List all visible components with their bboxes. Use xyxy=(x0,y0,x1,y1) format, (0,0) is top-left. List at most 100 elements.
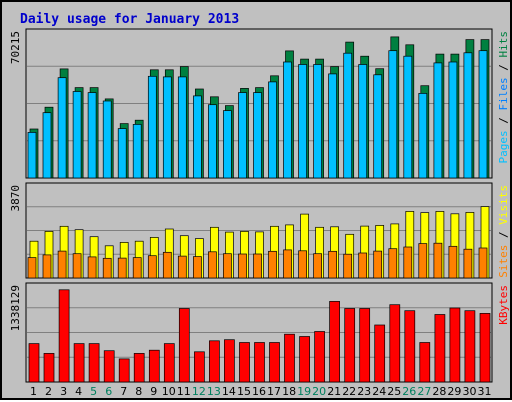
x-tick-label-22: 22 xyxy=(342,385,356,398)
kbytes-bar-kbytes-16 xyxy=(254,342,265,383)
hits-bar-files-6 xyxy=(102,100,112,179)
x-tick-label-15: 15 xyxy=(237,385,251,398)
kbytes-bar-kbytes-3 xyxy=(58,289,70,383)
hits-bar-files-28 xyxy=(433,62,443,179)
visits-legend: Sites / Visits xyxy=(497,185,510,278)
hits-bar-files-26 xyxy=(403,55,413,179)
kbytes-bar-kbytes-1 xyxy=(28,343,40,383)
x-tick-label-21: 21 xyxy=(327,385,341,398)
kbytes-bar-kbytes-13 xyxy=(209,340,220,383)
hits-bar-files-3 xyxy=(57,77,67,179)
kbytes-max-label: 1338129 xyxy=(9,285,22,331)
kbytes-bar-kbytes-4 xyxy=(73,343,85,383)
visits-legend-sites: Sites xyxy=(497,245,510,278)
x-tick-label-26: 26 xyxy=(402,385,416,398)
x-tick-label-1: 1 xyxy=(30,385,37,398)
x-tick-label-29: 29 xyxy=(447,385,461,398)
kbytes-bar-kbytes-6 xyxy=(103,350,115,383)
x-tick-label-28: 28 xyxy=(432,385,446,398)
visits-max-label: 3870 xyxy=(9,185,22,212)
visits-bar-sites-9 xyxy=(147,255,157,279)
hits-bar-files-24 xyxy=(373,74,383,179)
hits-bar-files-10 xyxy=(162,76,172,179)
kbytes-bar-kbytes-18 xyxy=(284,333,295,383)
x-tick-label-5: 5 xyxy=(90,385,97,398)
x-tick-label-24: 24 xyxy=(372,385,386,398)
x-tick-label-18: 18 xyxy=(282,385,296,398)
kbytes-legend-kbytes: KBytes xyxy=(497,285,510,325)
hits-bar-files-27 xyxy=(418,93,428,179)
hits-bar-files-19 xyxy=(298,64,307,179)
x-tick-label-27: 27 xyxy=(417,385,431,398)
x-tick-label-12: 12 xyxy=(192,385,206,398)
x-tick-label-4: 4 xyxy=(75,385,82,398)
x-tick-label-9: 9 xyxy=(150,385,157,398)
visits-bar-sites-3 xyxy=(57,250,67,279)
visits-bar-sites-30 xyxy=(463,248,473,279)
visits-bar-sites-11 xyxy=(177,255,187,279)
hits-max-label: 70215 xyxy=(9,31,22,64)
hits-bar-files-12 xyxy=(193,95,202,179)
visits-legend-separator: / xyxy=(497,225,510,245)
x-tick-label-30: 30 xyxy=(463,385,477,398)
x-tick-label-16: 16 xyxy=(252,385,266,398)
kbytes-bar-kbytes-10 xyxy=(163,343,175,383)
hits-bar-files-20 xyxy=(313,64,322,179)
kbytes-bar-kbytes-21 xyxy=(329,301,340,383)
hits-bar-files-18 xyxy=(283,61,292,179)
hits-bar-files-22 xyxy=(343,52,353,179)
x-tick-label-6: 6 xyxy=(105,385,112,398)
kbytes-bar-kbytes-17 xyxy=(269,342,280,383)
visits-bar-sites-26 xyxy=(403,246,413,279)
visits-legend-visits: Visits xyxy=(497,185,510,225)
hits-bar-files-4 xyxy=(72,91,82,179)
hits-bar-files-17 xyxy=(268,81,277,179)
x-tick-label-3: 3 xyxy=(60,385,67,398)
hits-bar-files-15 xyxy=(238,92,247,179)
x-tick-label-14: 14 xyxy=(222,385,236,398)
hits-bar-files-16 xyxy=(253,92,262,179)
visits-bar-sites-14 xyxy=(223,253,232,279)
x-tick-label-2: 2 xyxy=(45,385,52,398)
kbytes-bar-kbytes-23 xyxy=(359,308,371,383)
hits-bar-files-5 xyxy=(87,92,97,179)
hits-legend-separator: / xyxy=(497,58,510,78)
kbytes-bar-kbytes-15 xyxy=(239,342,250,383)
hits-bar-files-1 xyxy=(27,132,37,179)
x-tick-label-23: 23 xyxy=(357,385,371,398)
visits-bar-sites-20 xyxy=(313,253,322,279)
visits-bar-sites-13 xyxy=(208,251,217,279)
kbytes-legend: KBytes xyxy=(497,285,510,325)
visits-bar-sites-21 xyxy=(328,250,337,279)
visits-bar-sites-4 xyxy=(72,253,82,279)
x-tick-label-20: 20 xyxy=(312,385,326,398)
hits-bar-files-25 xyxy=(388,50,398,179)
x-tick-label-13: 13 xyxy=(207,385,221,398)
x-tick-label-25: 25 xyxy=(387,385,401,398)
kbytes-bar-kbytes-24 xyxy=(374,324,386,383)
kbytes-bar-kbytes-20 xyxy=(314,331,325,383)
x-tick-label-8: 8 xyxy=(135,385,142,398)
hits-legend-hits: Hits xyxy=(497,31,510,58)
chart-title: Daily usage for January 2013 xyxy=(20,12,239,27)
visits-bar-sites-24 xyxy=(373,250,383,279)
kbytes-bar-kbytes-9 xyxy=(148,349,160,383)
hits-legend: Pages / Files / Hits xyxy=(497,31,510,164)
hits-legend-pages: Pages xyxy=(497,130,510,163)
kbytes-bar-kbytes-2 xyxy=(43,353,55,383)
kbytes-bar-kbytes-11 xyxy=(178,308,190,383)
visits-bar-sites-18 xyxy=(283,249,292,279)
visits-bar-sites-31 xyxy=(478,247,488,279)
hits-bar-files-13 xyxy=(208,104,217,179)
hits-bar-files-8 xyxy=(132,124,142,179)
hits-bar-files-21 xyxy=(328,73,337,179)
hits-bar-files-9 xyxy=(147,75,157,179)
visits-bar-sites-2 xyxy=(42,254,52,279)
visits-bar-sites-23 xyxy=(358,252,368,279)
hits-bar-files-29 xyxy=(448,61,458,179)
visits-bar-sites-19 xyxy=(298,250,307,279)
x-tick-label-17: 17 xyxy=(267,385,281,398)
x-tick-label-31: 31 xyxy=(478,385,492,398)
hits-bar-files-2 xyxy=(42,112,52,179)
